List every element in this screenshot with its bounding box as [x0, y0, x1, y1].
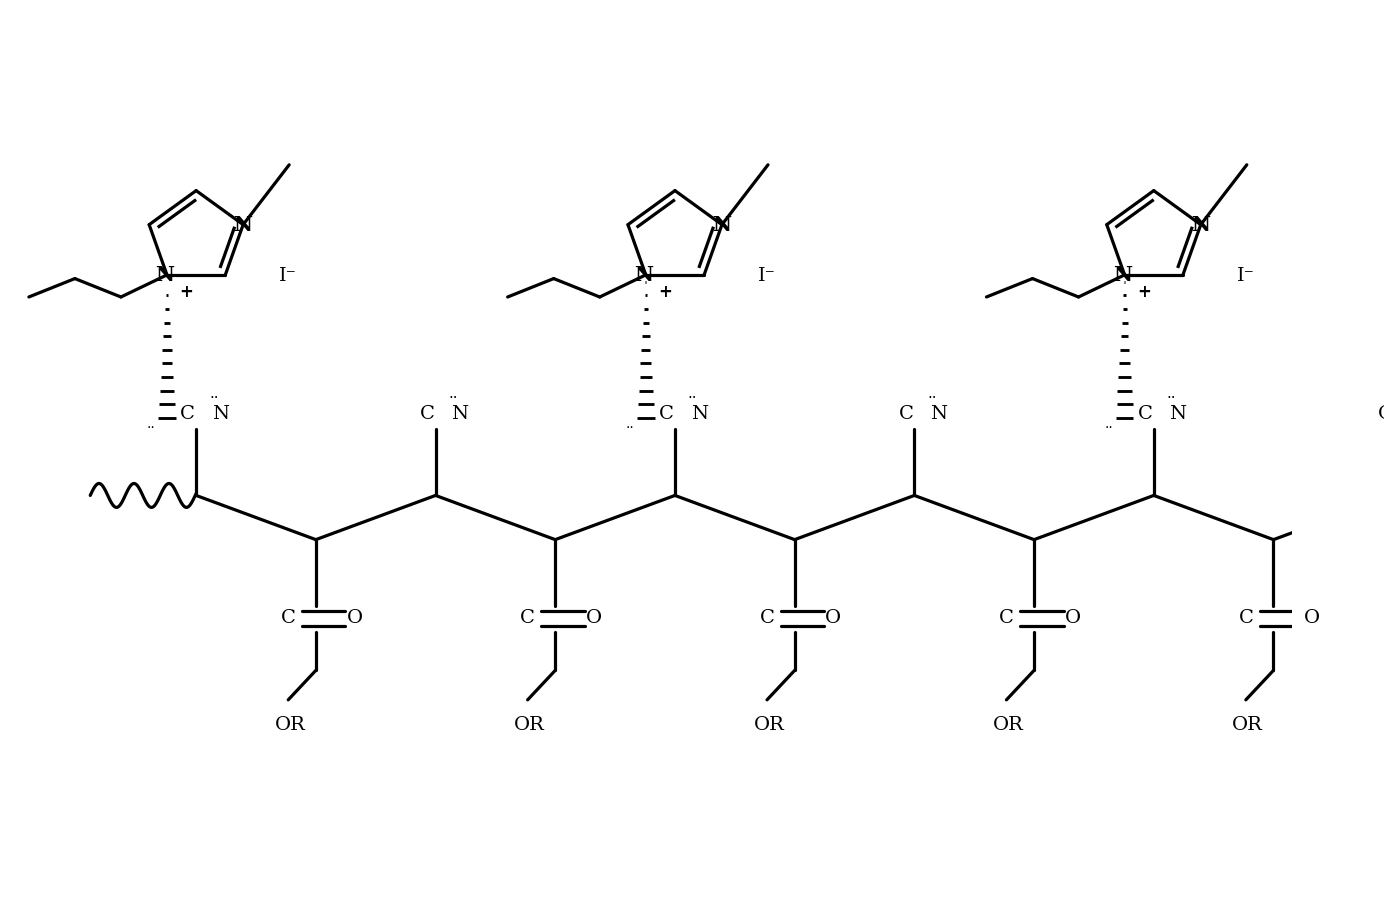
Text: ··: ··	[688, 391, 698, 406]
Text: ··: ··	[1104, 421, 1113, 435]
Text: ··: ··	[626, 421, 634, 435]
Text: N: N	[691, 405, 707, 423]
Text: N: N	[930, 405, 947, 423]
Text: O: O	[1304, 609, 1320, 627]
Text: ··: ··	[1167, 391, 1176, 406]
Text: I⁻: I⁻	[280, 267, 298, 285]
Text: O: O	[346, 609, 363, 627]
Text: ··: ··	[209, 391, 219, 406]
Text: ··: ··	[147, 421, 155, 435]
Text: ··: ··	[448, 391, 458, 406]
Text: +: +	[180, 283, 194, 301]
Text: C: C	[999, 609, 1014, 627]
Text: C: C	[520, 609, 536, 627]
Text: N: N	[212, 405, 228, 423]
Text: N: N	[713, 214, 732, 234]
Text: C: C	[180, 405, 195, 423]
Text: O: O	[585, 609, 602, 627]
Text: N: N	[155, 265, 174, 285]
Text: C: C	[1239, 609, 1254, 627]
Text: N: N	[1169, 405, 1186, 423]
Text: OR: OR	[274, 716, 306, 735]
Text: N: N	[1192, 214, 1211, 234]
Text: OR: OR	[513, 716, 545, 735]
Text: ··: ··	[927, 391, 937, 406]
Text: I⁻: I⁻	[758, 267, 776, 285]
Text: N: N	[634, 265, 653, 285]
Text: C: C	[898, 405, 913, 423]
Text: C: C	[659, 405, 674, 423]
Text: OR: OR	[992, 716, 1024, 735]
Text: O: O	[1064, 609, 1081, 627]
Text: I⁻: I⁻	[1237, 267, 1255, 285]
Text: C: C	[1138, 405, 1153, 423]
Text: N: N	[451, 405, 468, 423]
Text: O: O	[825, 609, 841, 627]
Text: OR: OR	[1232, 716, 1264, 735]
Text: N: N	[234, 214, 253, 234]
Text: C: C	[760, 609, 775, 627]
Text: C: C	[419, 405, 435, 423]
Text: C: C	[281, 609, 296, 627]
Text: +: +	[1138, 283, 1151, 301]
Text: N: N	[1113, 265, 1132, 285]
Text: OR: OR	[753, 716, 785, 735]
Text: +: +	[659, 283, 673, 301]
Text: C: C	[1377, 405, 1384, 423]
